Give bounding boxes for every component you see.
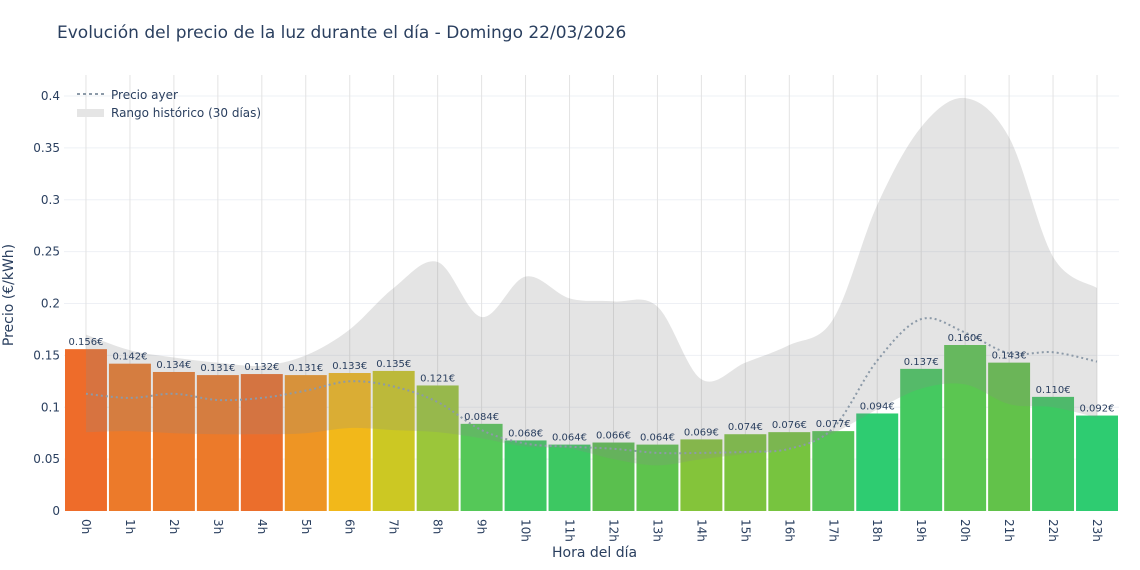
price-bar	[65, 349, 107, 511]
legend-label-range[interactable]: Rango histórico (30 días)	[111, 106, 261, 120]
price-bar	[856, 413, 899, 511]
x-tick-label: 2h	[167, 519, 181, 534]
price-bar	[152, 371, 195, 511]
bar-value-label: 0.143€	[992, 351, 1027, 362]
bar-value-label: 0.076€	[772, 420, 807, 431]
bar-value-label: 0.064€	[552, 433, 587, 444]
x-tick-label: 9h	[475, 519, 489, 534]
y-tick-label: 0.4	[41, 89, 60, 103]
y-tick-label: 0.15	[33, 348, 60, 362]
price-bar	[724, 434, 767, 511]
y-tick-label: 0.1	[41, 400, 60, 414]
x-axis-title: Hora del día	[552, 545, 637, 561]
price-bar	[504, 440, 547, 511]
x-tick-label: 22h	[1046, 519, 1060, 542]
price-bar	[1032, 396, 1075, 511]
bar-value-label: 0.131€	[200, 363, 235, 374]
price-bar	[636, 444, 679, 511]
price-bar	[768, 432, 811, 511]
price-bar	[108, 363, 151, 511]
bar-value-label: 0.077€	[816, 419, 851, 430]
x-tick-label: 14h	[694, 519, 708, 542]
x-tick-label: 19h	[914, 519, 928, 542]
chart-title: Evolución del precio de la luz durante e…	[57, 23, 626, 43]
bar-value-label: 0.074€	[728, 422, 763, 433]
x-tick-label: 7h	[387, 519, 401, 534]
y-tick-label: 0.2	[41, 297, 60, 311]
x-tick-label: 8h	[431, 519, 445, 534]
x-tick-label: 23h	[1090, 519, 1104, 542]
bar-value-label: 0.064€	[640, 433, 675, 444]
price-bar	[680, 439, 723, 511]
y-tick-label: 0	[52, 504, 60, 518]
x-tick-label: 5h	[299, 519, 313, 534]
x-tick-label: 17h	[826, 519, 840, 542]
price-bar	[548, 444, 591, 511]
price-bar	[460, 423, 503, 511]
y-tick-label: 0.3	[41, 193, 60, 207]
price-bar	[284, 375, 327, 511]
price-bar	[372, 370, 415, 511]
price-bar	[592, 442, 635, 511]
price-bar	[900, 368, 943, 511]
x-tick-label: 13h	[650, 519, 664, 542]
legend-label-yesterday[interactable]: Precio ayer	[111, 88, 178, 102]
bar-value-label: 0.110€	[1036, 385, 1071, 396]
bar-value-label: 0.069€	[684, 427, 719, 438]
bar-value-label: 0.121€	[420, 373, 455, 384]
x-tick-label: 21h	[1002, 519, 1016, 542]
bar-value-label: 0.133€	[332, 361, 367, 372]
bar-value-label: 0.066€	[596, 431, 631, 442]
x-tick-label: 1h	[123, 519, 137, 534]
x-tick-label: 11h	[563, 519, 577, 542]
bar-value-label: 0.137€	[904, 357, 939, 368]
bar-value-label: 0.068€	[508, 428, 543, 439]
x-tick-label: 16h	[782, 519, 796, 542]
price-bar	[1076, 415, 1118, 511]
x-tick-label: 6h	[343, 519, 357, 534]
price-bar	[416, 385, 459, 511]
bar-value-label: 0.135€	[376, 359, 411, 370]
y-axis-title: Precio (€/kWh)	[1, 244, 17, 346]
x-tick-label: 3h	[211, 519, 225, 534]
bar-value-label: 0.156€	[68, 337, 103, 348]
bar-value-label: 0.134€	[156, 360, 191, 371]
price-bar	[944, 345, 987, 511]
y-tick-label: 0.25	[33, 245, 60, 259]
bar-value-label: 0.132€	[244, 362, 279, 373]
bar-value-label: 0.084€	[464, 412, 499, 423]
y-tick-label: 0.35	[33, 141, 60, 155]
bar-value-label: 0.160€	[948, 333, 983, 344]
bar-value-label: 0.131€	[288, 363, 323, 374]
legend[interactable]: Precio ayer Rango histórico (30 días)	[77, 88, 261, 120]
x-tick-label: 12h	[606, 519, 620, 542]
price-bar	[988, 362, 1031, 511]
price-bar	[196, 375, 239, 511]
x-tick-label: 18h	[870, 519, 884, 542]
x-tick-label: 20h	[958, 519, 972, 542]
price-bar	[812, 431, 855, 511]
legend-band-swatch-icon	[77, 109, 104, 117]
historical-range-band	[85, 97, 1098, 466]
x-tick-label: 4h	[255, 519, 269, 534]
x-tick-label: 15h	[738, 519, 752, 542]
y-tick-label: 0.05	[33, 452, 60, 466]
x-tick-label: 0h	[79, 519, 93, 534]
bar-value-label: 0.142€	[112, 352, 147, 363]
x-tick-label: 10h	[519, 519, 533, 542]
price-bar	[328, 373, 371, 511]
bar-value-label: 0.092€	[1080, 404, 1115, 415]
bar-value-label: 0.094€	[860, 401, 895, 412]
